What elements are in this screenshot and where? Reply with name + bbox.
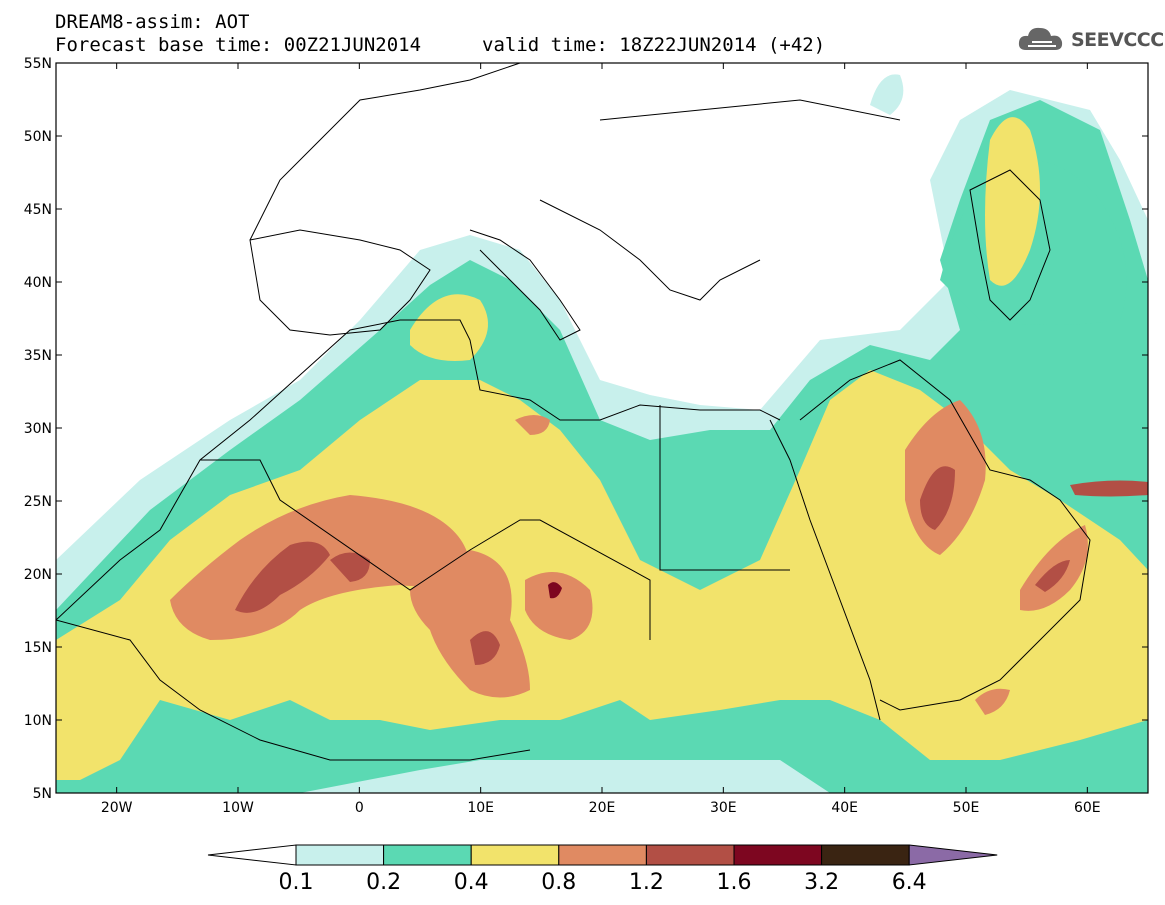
aot-band-1-2-chad	[470, 631, 500, 665]
lat-label: 5N	[33, 786, 52, 802]
logo-text: SEEVCCC	[1071, 29, 1164, 51]
colorbar-box	[383, 844, 472, 866]
lon-label: 0	[355, 800, 364, 816]
lat-label: 30N	[24, 421, 52, 437]
aot-band-0-4-caspian	[985, 117, 1040, 286]
colorbar-label: 0.2	[366, 870, 401, 895]
colorbar-label: 3.2	[804, 870, 839, 895]
coastline-west-africa	[56, 619, 531, 761]
colorbar-high-arrow	[908, 844, 998, 866]
coastline-iberia	[249, 229, 431, 336]
lon-label: 50E	[953, 800, 980, 816]
colorbar-box	[558, 844, 647, 866]
aot-band-1-6	[548, 582, 562, 599]
aot-band-0-8-chad	[410, 550, 530, 698]
title-model: DREAM8-assim: AOT	[55, 11, 250, 33]
latitude-axis: 5N 10N 15N 20N 25N 30N 35N 40N 45N 50N 55N	[24, 56, 1148, 802]
aot-band-1-2-mali	[330, 552, 370, 582]
coastlines	[56, 63, 1091, 761]
colorbar-label: 1.2	[629, 870, 664, 895]
lon-label: 10E	[467, 800, 494, 816]
lat-label: 15N	[24, 640, 52, 656]
lon-label: 20W	[101, 800, 133, 816]
seevccc-logo: SEEVCCC	[1018, 24, 1164, 54]
lon-label: 30E	[710, 800, 737, 816]
coastline-italy	[469, 229, 581, 341]
lon-label: 20E	[589, 800, 616, 816]
coastline-north-africa	[56, 319, 781, 621]
coastline-europe	[249, 63, 901, 241]
aot-band-1-2-oman	[1035, 560, 1070, 592]
coastline-balkans	[539, 199, 761, 301]
aot-field	[56, 74, 1148, 793]
colorbar: 0.1 0.2 0.4 0.8 1.2 1.6 3.2 6.4	[207, 844, 998, 895]
coastline-red-sea	[769, 419, 881, 721]
title-base-time: Forecast base time: 00Z21JUN2014	[55, 34, 422, 56]
lat-label: 45N	[24, 202, 52, 218]
colorbar-box	[645, 844, 735, 866]
coastline-arabia	[799, 359, 1091, 711]
lat-label: 35N	[24, 348, 52, 364]
lat-label: 20N	[24, 567, 52, 583]
lon-label: 40E	[831, 800, 858, 816]
lon-label: 10W	[222, 800, 254, 816]
aot-band-0-8-sudan	[525, 572, 593, 640]
aot-band-1-2-gulf	[1070, 480, 1148, 497]
aot-band-0-4	[56, 370, 1148, 780]
colorbar-box	[470, 844, 560, 866]
colorbar-label: 1.6	[717, 870, 752, 895]
aot-band-1-2-arabia	[920, 466, 955, 530]
lat-label: 25N	[24, 494, 52, 510]
aot-band-0-4-north	[410, 294, 488, 361]
colorbar-box	[821, 844, 910, 866]
colorbar-label: 0.1	[279, 870, 314, 895]
aot-band-0-8-yemen	[975, 688, 1010, 715]
lat-label: 10N	[24, 713, 52, 729]
colorbar-label: 0.4	[454, 870, 489, 895]
colorbar-label: 0.8	[541, 870, 576, 895]
aot-band-0-8-tunisia	[515, 415, 550, 435]
lat-label: 50N	[24, 129, 52, 145]
lon-label: 60E	[1074, 800, 1101, 816]
coastline-caspian	[969, 169, 1051, 321]
colorbar-box	[733, 844, 823, 866]
colorbar-label: 6.4	[892, 870, 927, 895]
lat-label: 55N	[24, 56, 52, 72]
aot-band-1-2	[235, 541, 330, 613]
lat-label: 40N	[24, 275, 52, 291]
title-valid-time: valid time: 18Z22JUN2014 (+42)	[482, 34, 826, 56]
cloud-icon	[1018, 27, 1063, 50]
aot-band-0-1-ne	[870, 74, 904, 115]
colorbar-box	[295, 844, 385, 866]
longitude-axis: 20W 10W 0 10E 20E 30E 40E 50E 60E	[101, 63, 1101, 816]
border-sahara	[200, 405, 790, 640]
colorbar-low-arrow	[207, 844, 297, 866]
